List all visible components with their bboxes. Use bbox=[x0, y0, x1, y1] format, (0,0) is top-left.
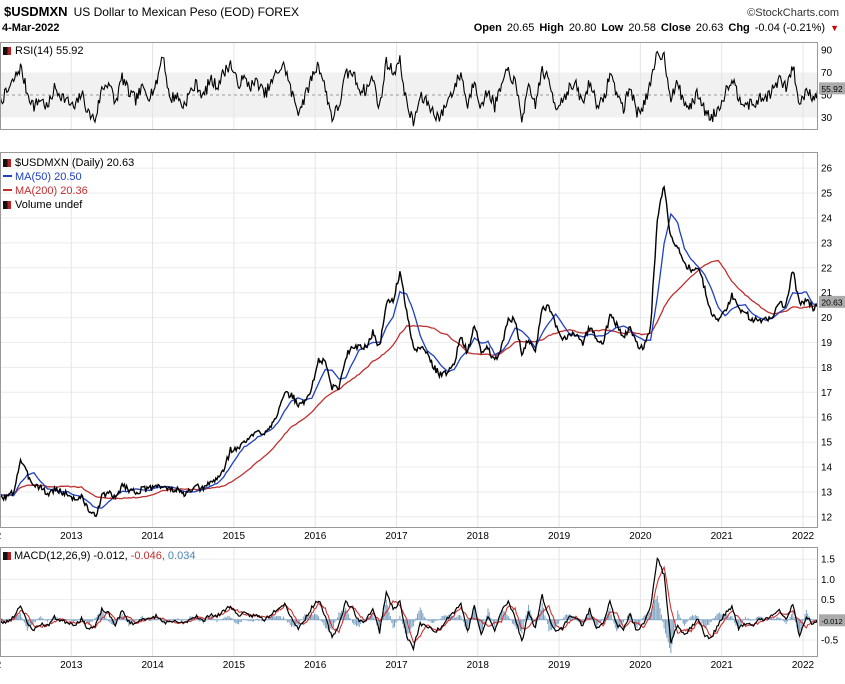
svg-text:25: 25 bbox=[821, 189, 833, 200]
ma200-label: MA(200) 20.36 bbox=[15, 185, 88, 197]
svg-text:2013: 2013 bbox=[60, 660, 83, 671]
svg-text:24: 24 bbox=[821, 213, 833, 224]
copyright: ©StockCharts.com bbox=[747, 7, 839, 19]
low-label: Low bbox=[601, 22, 624, 34]
svg-text:0.5: 0.5 bbox=[821, 595, 835, 606]
close-value: 20.63 bbox=[695, 22, 724, 34]
svg-text:90: 90 bbox=[821, 45, 833, 56]
ohlc-quote: Open 20.65 High 20.80 Low 20.58 Close 20… bbox=[474, 22, 839, 34]
open-value: 20.65 bbox=[506, 22, 535, 34]
svg-text:26: 26 bbox=[821, 164, 833, 175]
ma200-line bbox=[0, 259, 818, 500]
macd-histogram bbox=[0, 595, 818, 654]
high-label: High bbox=[539, 22, 564, 34]
ma50-line-icon bbox=[3, 175, 12, 177]
svg-text:2018: 2018 bbox=[467, 660, 490, 671]
svg-text:21: 21 bbox=[821, 288, 833, 299]
rsi-panel: 90 70 50 30 55.92 bbox=[0, 42, 845, 130]
macd-panel: 1.5 1.0 0.5 -0.5 -0.012 2012 2013 2014 2015 2016 2… bbox=[0, 547, 845, 671]
svg-text:2015: 2015 bbox=[223, 660, 246, 671]
ma50-line bbox=[0, 212, 818, 509]
open-label: Open bbox=[473, 22, 502, 34]
svg-text:2016: 2016 bbox=[304, 531, 327, 542]
svg-text:23: 23 bbox=[821, 238, 833, 249]
svg-text:2020: 2020 bbox=[629, 531, 652, 542]
svg-text:1.0: 1.0 bbox=[821, 575, 835, 586]
quote-date: 4-Mar-2022 bbox=[2, 22, 60, 34]
svg-text:1.5: 1.5 bbox=[821, 555, 835, 566]
svg-text:19: 19 bbox=[821, 338, 833, 349]
svg-text:18: 18 bbox=[821, 363, 833, 374]
macd-signal-value: -0.046, bbox=[130, 550, 165, 562]
symbol: $USDMXN bbox=[4, 4, 68, 19]
svg-text:30: 30 bbox=[821, 113, 833, 124]
svg-text:13: 13 bbox=[821, 487, 833, 498]
svg-text:2022: 2022 bbox=[792, 531, 815, 542]
rsi-label: RSI(14) 55.92 bbox=[15, 45, 84, 57]
svg-text:2014: 2014 bbox=[141, 531, 164, 542]
svg-text:2021: 2021 bbox=[711, 660, 734, 671]
indicator-icon bbox=[3, 47, 11, 55]
indicator-icon bbox=[3, 552, 11, 560]
high-value: 20.80 bbox=[568, 22, 597, 34]
ma50-label: MA(50) 20.50 bbox=[15, 171, 82, 183]
chg-label: Chg bbox=[728, 22, 750, 34]
volume-label: Volume undef bbox=[15, 199, 83, 211]
svg-text:2015: 2015 bbox=[223, 531, 246, 542]
svg-text:2022: 2022 bbox=[792, 660, 815, 671]
svg-text:2019: 2019 bbox=[548, 531, 571, 542]
svg-text:17: 17 bbox=[821, 388, 833, 399]
svg-text:2016: 2016 bbox=[304, 660, 327, 671]
svg-text:2014: 2014 bbox=[141, 660, 164, 671]
svg-text:20: 20 bbox=[821, 313, 833, 324]
chart-title: US Dollar to Mexican Peso (EOD) FOREX bbox=[73, 5, 299, 19]
price-legend: $USDMXN (Daily) 20.63 MA(50) 20.50 MA(20… bbox=[3, 156, 134, 212]
low-value: 20.58 bbox=[628, 22, 656, 34]
svg-text:50: 50 bbox=[821, 91, 833, 102]
ma200-line-icon bbox=[3, 189, 12, 191]
svg-text:2020: 2020 bbox=[629, 660, 652, 671]
chart-header: $USDMXN US Dollar to Mexican Peso (EOD) … bbox=[0, 0, 845, 34]
svg-text:2018: 2018 bbox=[467, 531, 490, 542]
macd-name: MACD(12,26,9) bbox=[14, 550, 91, 562]
svg-text:2013: 2013 bbox=[60, 531, 83, 542]
svg-text:22: 22 bbox=[821, 263, 833, 274]
macd-legend: MACD(12,26,9) -0.012, -0.046, 0.034 bbox=[3, 550, 198, 562]
svg-text:2017: 2017 bbox=[385, 660, 408, 671]
chg-value: -0.04 (-0.21%) bbox=[754, 22, 826, 34]
macd-line bbox=[0, 557, 818, 652]
macd-hist-value: 0.034 bbox=[167, 550, 196, 562]
svg-text:15: 15 bbox=[821, 438, 833, 449]
down-triangle-icon: ▼ bbox=[830, 22, 839, 33]
price-label: $USDMXN (Daily) 20.63 bbox=[15, 157, 135, 169]
volume-icon bbox=[3, 201, 11, 209]
svg-text:20.63: 20.63 bbox=[821, 297, 843, 307]
macd-value: -0.012, bbox=[93, 550, 128, 562]
svg-text:16: 16 bbox=[821, 413, 833, 424]
macd-signal-line bbox=[0, 565, 818, 644]
svg-text:-0.5: -0.5 bbox=[821, 636, 839, 647]
svg-text:2017: 2017 bbox=[385, 531, 408, 542]
price-line bbox=[0, 185, 818, 518]
title-row: $USDMXN US Dollar to Mexican Peso (EOD) … bbox=[0, 0, 845, 19]
rsi-line bbox=[0, 50, 818, 127]
rsi-legend: RSI(14) 55.92 bbox=[3, 45, 83, 57]
candlestick-icon bbox=[3, 159, 11, 167]
svg-text:2019: 2019 bbox=[548, 660, 571, 671]
svg-text:2012: 2012 bbox=[0, 531, 2, 542]
close-label: Close bbox=[660, 22, 691, 34]
svg-text:70: 70 bbox=[821, 68, 833, 79]
price-panel: 26252423222120191817161514131220.6320122… bbox=[0, 152, 845, 542]
svg-text:55.92: 55.92 bbox=[821, 84, 843, 94]
svg-text:2021: 2021 bbox=[711, 531, 734, 542]
svg-text:-0.012: -0.012 bbox=[821, 617, 842, 626]
quote-row: 4-Mar-2022 Open 20.65 High 20.80 Low 20.… bbox=[0, 19, 845, 34]
svg-text:12: 12 bbox=[821, 512, 833, 523]
svg-text:2012: 2012 bbox=[0, 660, 2, 671]
svg-text:14: 14 bbox=[821, 462, 833, 473]
